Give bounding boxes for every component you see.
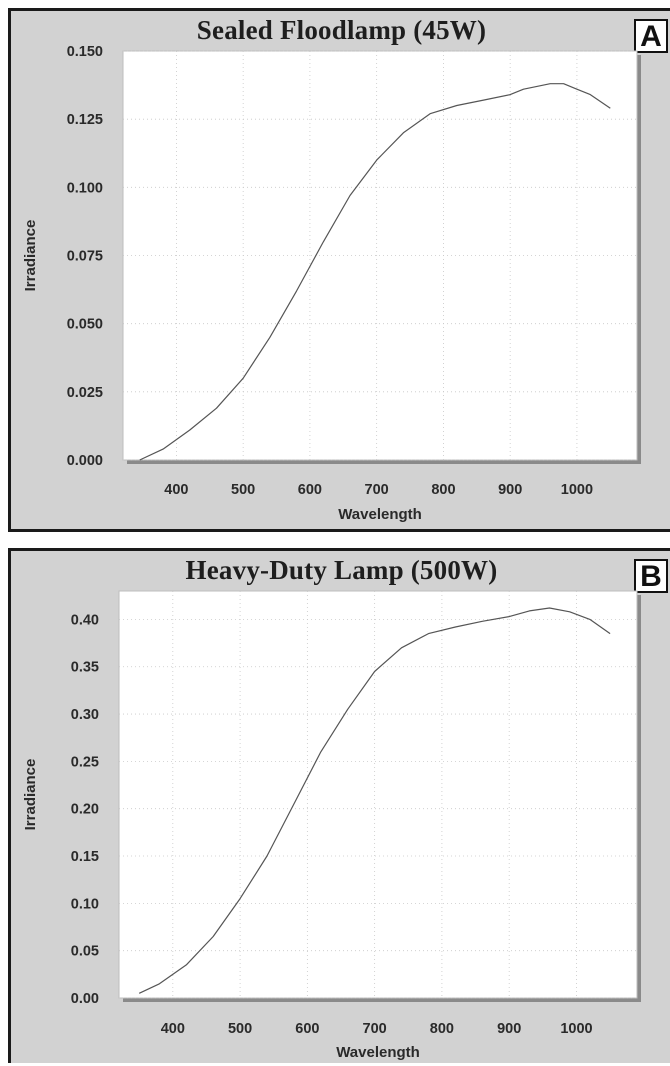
x-tick-label: 900 — [497, 1021, 521, 1037]
x-tick-label: 600 — [298, 482, 322, 498]
y-tick-label: 0.075 — [67, 249, 103, 265]
plot-area — [118, 590, 638, 999]
panel-label-badge: A — [634, 19, 668, 53]
x-axis-label: Wavelength — [336, 1044, 420, 1061]
y-tick-label: 0.30 — [71, 707, 99, 723]
x-tick-label: 700 — [363, 1021, 387, 1037]
y-axis-label: Irradiance — [22, 220, 39, 292]
y-tick-label: 0.20 — [71, 802, 99, 818]
x-tick-label: 500 — [228, 1021, 252, 1037]
y-tick-label: 0.150 — [67, 44, 103, 60]
series-line — [138, 607, 611, 994]
x-tick-label: 600 — [295, 1021, 319, 1037]
x-tick-label: 500 — [231, 482, 255, 498]
x-tick-label: 400 — [161, 1021, 185, 1037]
chart-panel-b: Heavy-Duty Lamp (500W) B 0.00 0.05 0.10 0.1… — [8, 548, 670, 1063]
y-tick-label: 0.10 — [71, 896, 99, 912]
y-tick-label: 0.125 — [67, 112, 103, 128]
chart-plot: 0.00 0.05 0.10 0.15 0.20 0.25 0.30 0.35 0.40 400 5… — [22, 590, 641, 1061]
y-tick-label: 0.000 — [67, 453, 103, 469]
chart-title: Heavy-Duty Lamp (500W) — [185, 555, 498, 585]
x-tick-label: 900 — [498, 482, 522, 498]
y-axis-label: Irradiance — [22, 759, 39, 831]
y-tick-label: 0.40 — [71, 612, 99, 628]
x-tick-label: 1000 — [560, 1021, 592, 1037]
chart-plot: 0.000 0.025 0.050 0.075 0.100 0.125 0.150 400 50… — [22, 44, 641, 523]
series-line — [139, 83, 611, 461]
y-tick-label: 0.25 — [71, 754, 99, 770]
y-tick-label: 0.15 — [71, 849, 99, 865]
y-tick-label: 0.35 — [71, 660, 99, 676]
y-tick-label: 0.025 — [67, 385, 103, 401]
chart-panel-a: Sealed Floodlamp (45W) A 0.000 0.025 0.050… — [8, 8, 670, 532]
x-tick-label: 800 — [431, 482, 455, 498]
x-tick-label: 1000 — [561, 482, 593, 498]
chart-title: Sealed Floodlamp (45W) — [196, 15, 487, 45]
x-axis-label: Wavelength — [338, 506, 422, 523]
y-tick-label: 0.100 — [67, 180, 103, 196]
y-tick-label: 0.05 — [71, 944, 99, 960]
y-tick-label: 0.00 — [71, 991, 99, 1007]
panel-label-badge: B — [634, 559, 668, 593]
y-tick-label: 0.050 — [67, 317, 103, 333]
x-tick-label: 700 — [365, 482, 389, 498]
x-tick-label: 400 — [164, 482, 188, 498]
x-tick-label: 800 — [430, 1021, 454, 1037]
